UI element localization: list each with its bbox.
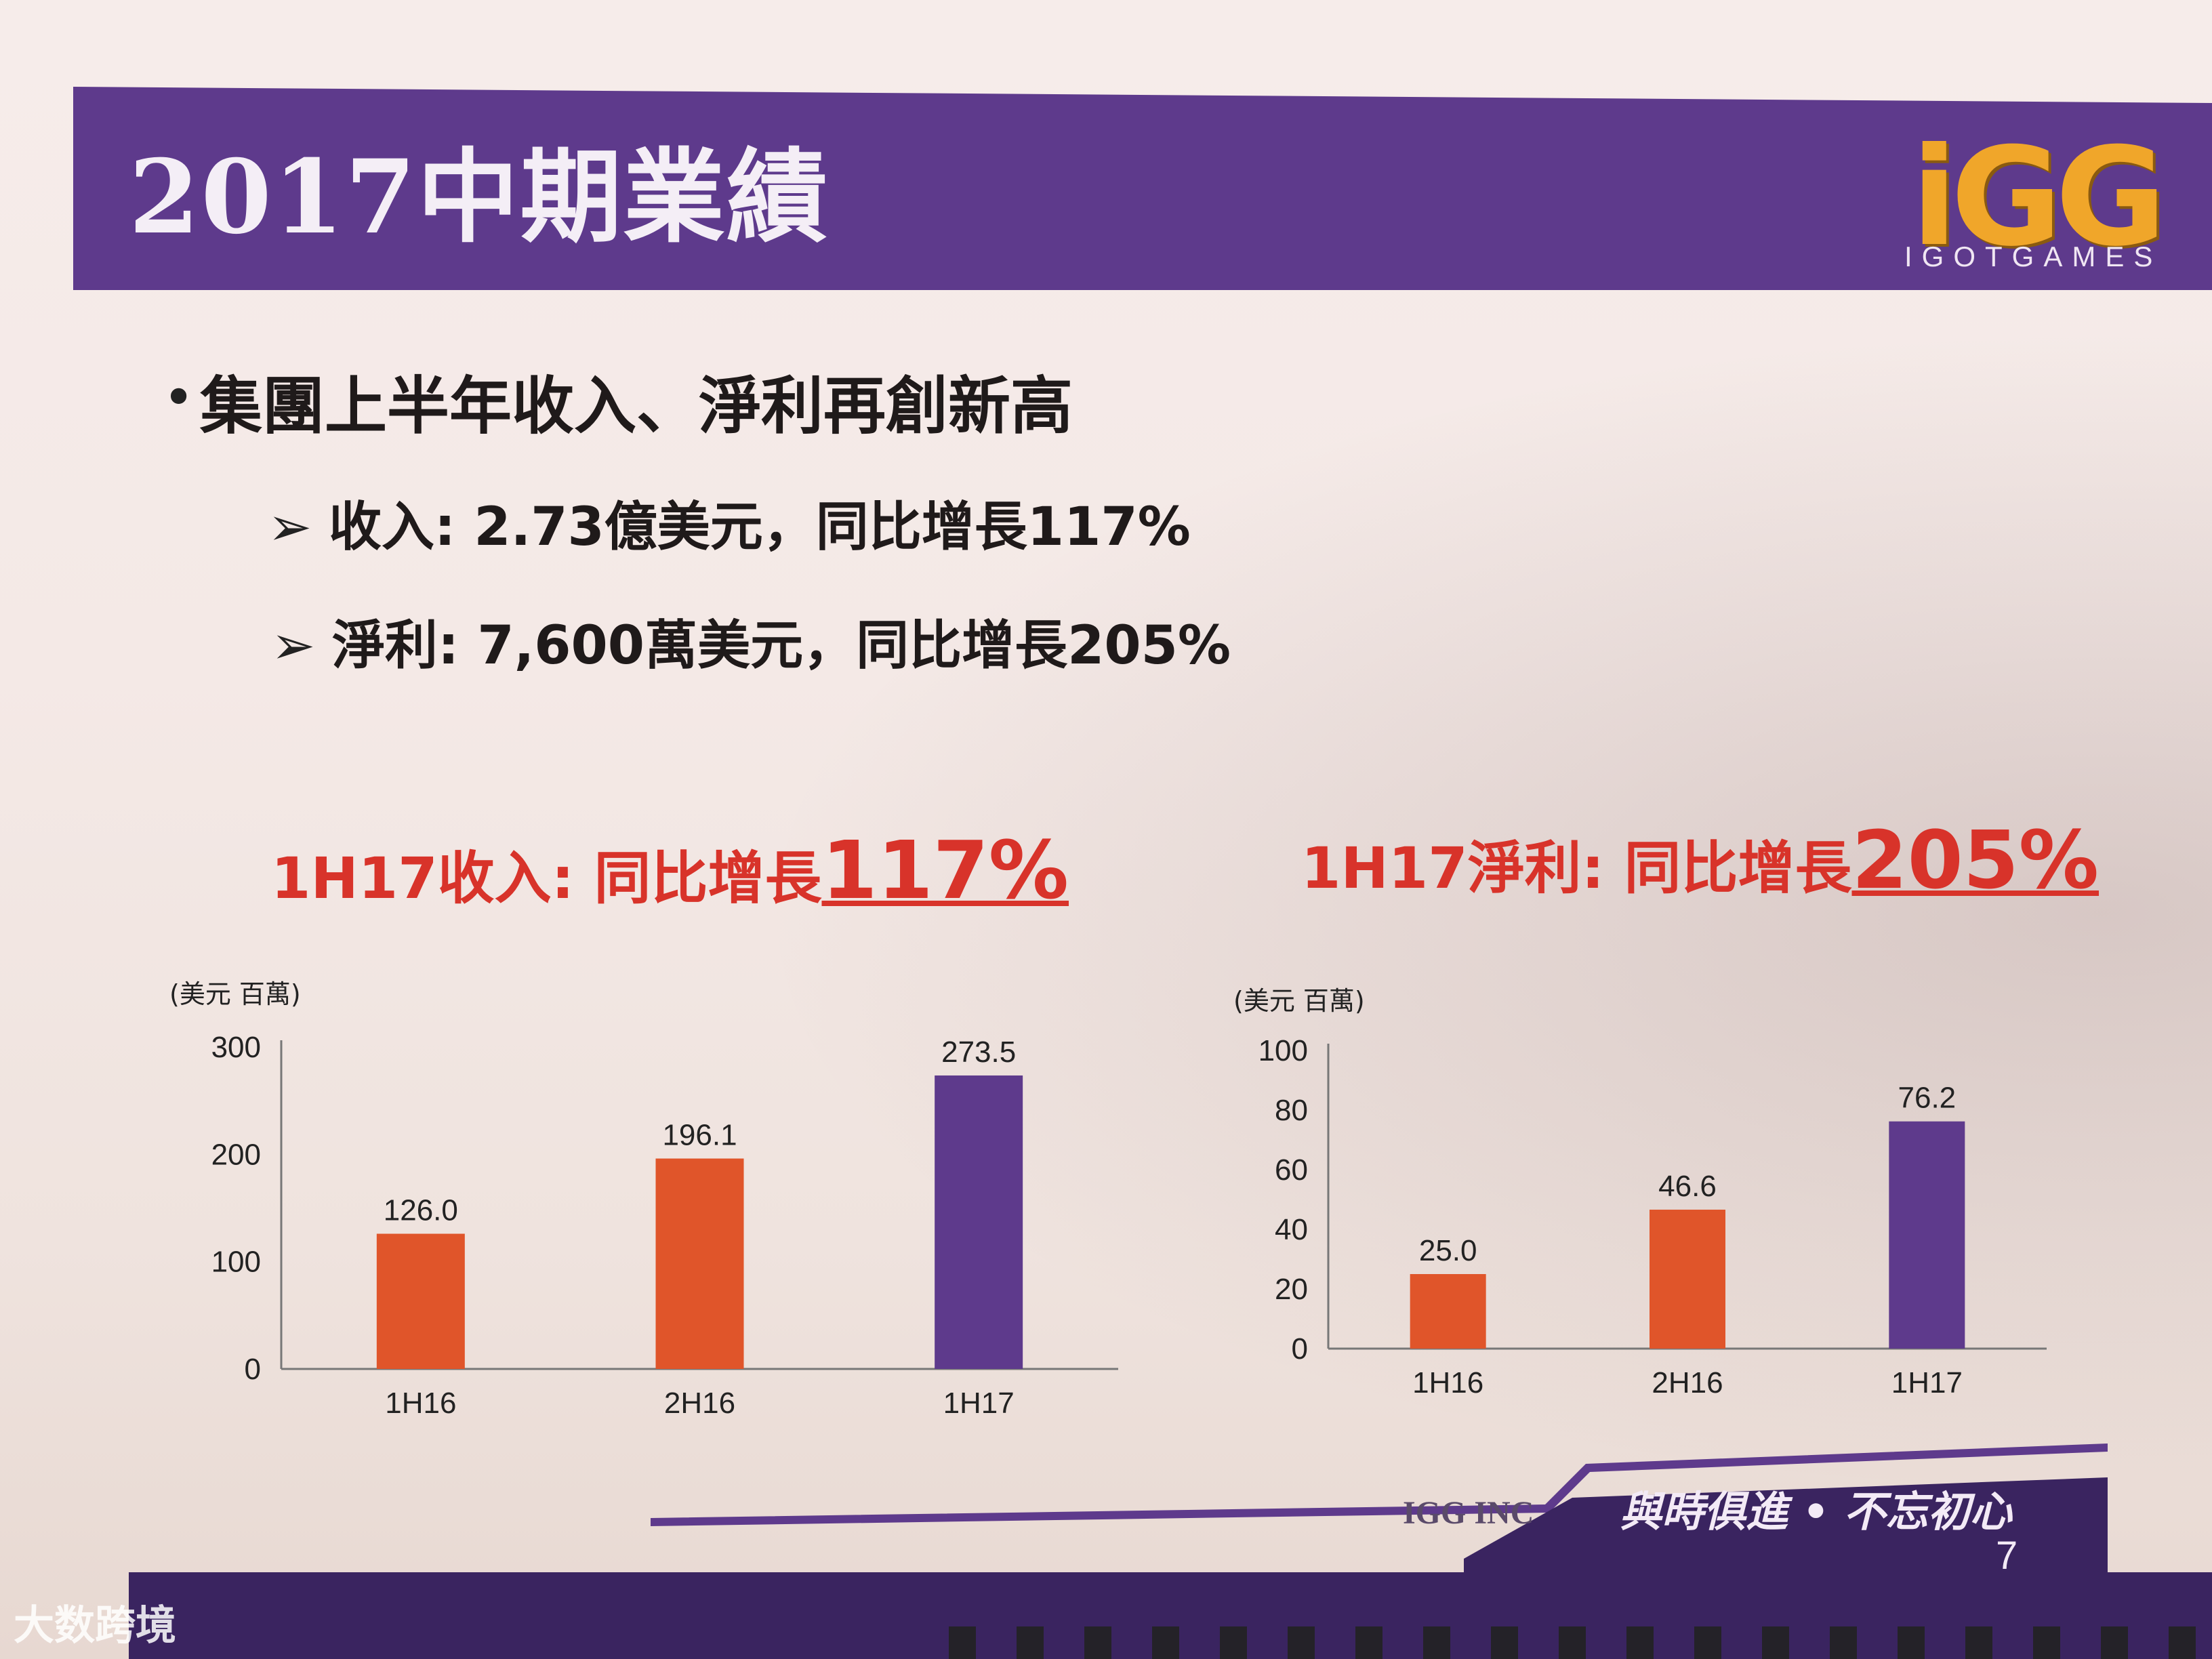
- title-banner: [73, 87, 2212, 290]
- bar-1h17: [935, 1075, 1023, 1369]
- x-tick-label: 2H16: [664, 1387, 735, 1420]
- page-number: 7: [1996, 1534, 2018, 1578]
- profit-chart-title: 1H17淨利: 同比增長205%: [1301, 813, 2099, 907]
- y-tick-label: 100: [211, 1246, 261, 1279]
- igg-logo-subtitle: IGOTGAMES: [1904, 241, 2163, 272]
- y-tick-label: 300: [211, 1031, 261, 1064]
- igg-logo: iGG: [1911, 119, 2167, 276]
- revenue-title-prefix: 1H17收入: 同比增長: [271, 845, 822, 912]
- x-tick-label: 1H17: [943, 1387, 1015, 1420]
- profit-title-prefix: 1H17淨利: 同比增長: [1301, 835, 1852, 901]
- data-label: 273.5: [941, 1036, 1016, 1069]
- x-tick-label: 1H17: [1891, 1366, 1963, 1399]
- x-tick-label: 1H16: [1412, 1366, 1483, 1399]
- data-label: 126.0: [384, 1194, 458, 1227]
- data-label: 25.0: [1419, 1234, 1477, 1267]
- bar-2h16: [1650, 1209, 1725, 1349]
- headline: 集團上半年收入、淨利再創新高: [200, 369, 1073, 443]
- y-tick-label: 80: [1275, 1094, 1308, 1127]
- y-tick-label: 60: [1275, 1153, 1308, 1187]
- y-tick-label: 0: [245, 1353, 261, 1386]
- revenue-chart-title: 1H17收入: 同比增長117%: [271, 823, 1069, 917]
- bullet-revenue: ➢ 收入: 2.73億美元，同比增長117%: [268, 485, 1191, 560]
- revenue-title-value: 117%: [821, 823, 1069, 917]
- data-label: 196.1: [662, 1119, 737, 1152]
- watermark: 大数跨境: [14, 1602, 176, 1650]
- y-tick-label: 200: [211, 1138, 261, 1171]
- bullet-profit: ➢ 淨利: 7,600萬美元，同比增長205%: [271, 603, 1231, 679]
- y-unit-label: (美元 百萬): [169, 979, 301, 1009]
- data-label: 76.2: [1898, 1082, 1957, 1115]
- y-tick-label: 0: [1292, 1332, 1308, 1366]
- y-tick-label: 20: [1275, 1273, 1308, 1306]
- revenue-bar-chart: (美元 百萬) 0 100 200 300 126.0 1H16 196.1 2H16 273.5…: [169, 979, 1118, 1420]
- x-tick-label: 1H16: [385, 1387, 456, 1420]
- arrow-right-icon: ➢: [268, 497, 312, 558]
- footer-stripe: [651, 1443, 2108, 1572]
- bar-1h16: [376, 1233, 465, 1369]
- profit-bar-chart: (美元 百萬) 0 20 40 60 80 100 25.0 1H16 46.6 2H16 76.2 1…: [1233, 986, 2047, 1399]
- profit-title-value: 205%: [1851, 813, 2100, 907]
- bar-1h16: [1410, 1274, 1486, 1349]
- bar-1h17: [1889, 1121, 1965, 1349]
- x-tick-label: 2H16: [1652, 1366, 1723, 1399]
- y-tick-label: 100: [1258, 1034, 1308, 1067]
- footer-company: IGG INC: [1403, 1495, 1534, 1531]
- bullet-dot-icon: •: [163, 366, 195, 429]
- bullet-profit-text: 淨利: 7,600萬美元，同比增長205%: [332, 615, 1231, 676]
- bar-2h16: [655, 1158, 744, 1369]
- bullet-revenue-text: 收入: 2.73億美元，同比增長117%: [329, 497, 1191, 558]
- spiral-binding: [949, 1626, 2212, 1659]
- arrow-right-icon: ➢: [271, 615, 316, 676]
- data-label: 46.6: [1658, 1170, 1717, 1203]
- y-tick-label: 40: [1275, 1213, 1308, 1246]
- footer-slogan: 與時俱進 • 不忘初心: [1620, 1487, 2012, 1536]
- page-title: 2017中期業績: [129, 138, 830, 257]
- y-unit-label: (美元 百萬): [1233, 986, 1365, 1016]
